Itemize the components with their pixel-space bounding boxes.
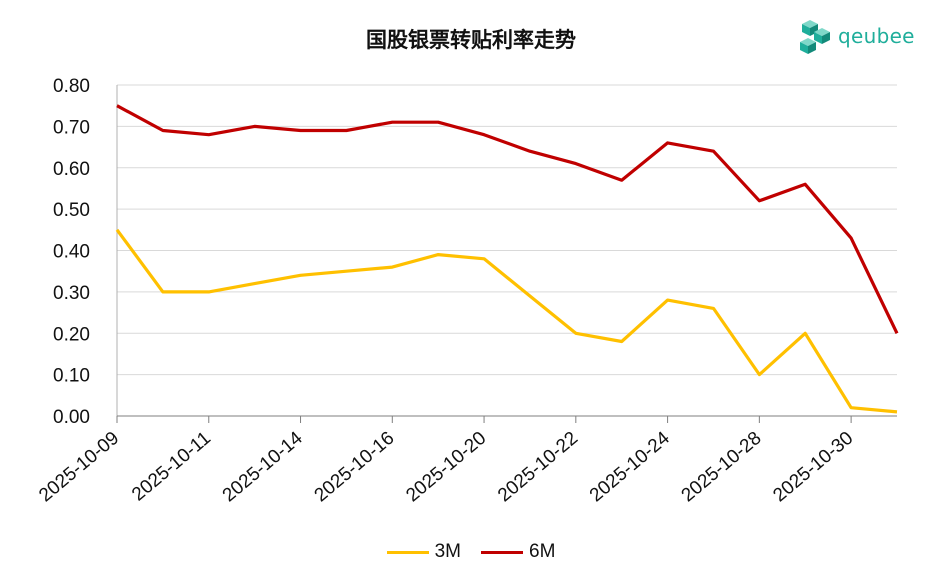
cube-cluster-icon	[800, 20, 830, 54]
y-tick-label: 0.60	[53, 159, 90, 180]
legend-label: 3M	[434, 541, 461, 562]
series-line-3M	[115, 228, 898, 414]
y-tick-label: 0.10	[53, 366, 90, 387]
x-tick-label: 2025-10-16	[311, 428, 399, 507]
legend-swatch	[481, 550, 523, 554]
legend-item: 6M	[481, 541, 555, 563]
y-axis-tick-labels: 0.00 0.10 0.20 0.30 0.40 0.50 0.60 0.70 0.80	[53, 76, 90, 428]
chart-legend: 3M 6M	[0, 541, 942, 563]
legend-swatch	[386, 550, 429, 554]
x-tick-label: 2025-10-20	[402, 428, 490, 507]
y-tick-label: 0.70	[53, 117, 90, 138]
series-line-6M	[116, 104, 899, 334]
x-tick-label: 2025-10-09	[35, 428, 123, 507]
x-tick-label: 2025-10-30	[769, 428, 857, 507]
x-axis-tick-labels: 2025-10-09 2025-10-11 2025-10-14 2025-10-16…	[35, 427, 857, 506]
y-tick-label: 0.80	[53, 76, 90, 97]
logo-text: qeubee	[838, 24, 915, 48]
y-tick-label: 0.40	[53, 242, 90, 263]
x-tick-label: 2025-10-14	[219, 427, 307, 506]
x-tick-label: 2025-10-28	[678, 428, 766, 507]
qeubee-logo: qeubee	[798, 18, 918, 58]
y-tick-label: 0.30	[53, 283, 90, 304]
line-chart: 0.00 0.10 0.20 0.30 0.40 0.50 0.60 0.70 0.80 202…	[35, 76, 899, 506]
chart-title: 国股银票转贴利率走势	[366, 28, 576, 52]
y-tick-label: 0.20	[53, 324, 90, 345]
y-tick-label: 0.50	[53, 200, 90, 221]
x-tick-label: 2025-10-22	[494, 428, 582, 507]
y-tick-label: 0.00	[53, 407, 90, 428]
x-tick-label: 2025-10-24	[586, 427, 674, 506]
x-tick-label: 2025-10-11	[128, 428, 215, 506]
series-lines	[115, 104, 899, 414]
legend-item: 3M	[386, 541, 461, 563]
axes	[116, 85, 897, 423]
legend-label: 6M	[529, 541, 556, 562]
gridlines	[117, 84, 897, 376]
